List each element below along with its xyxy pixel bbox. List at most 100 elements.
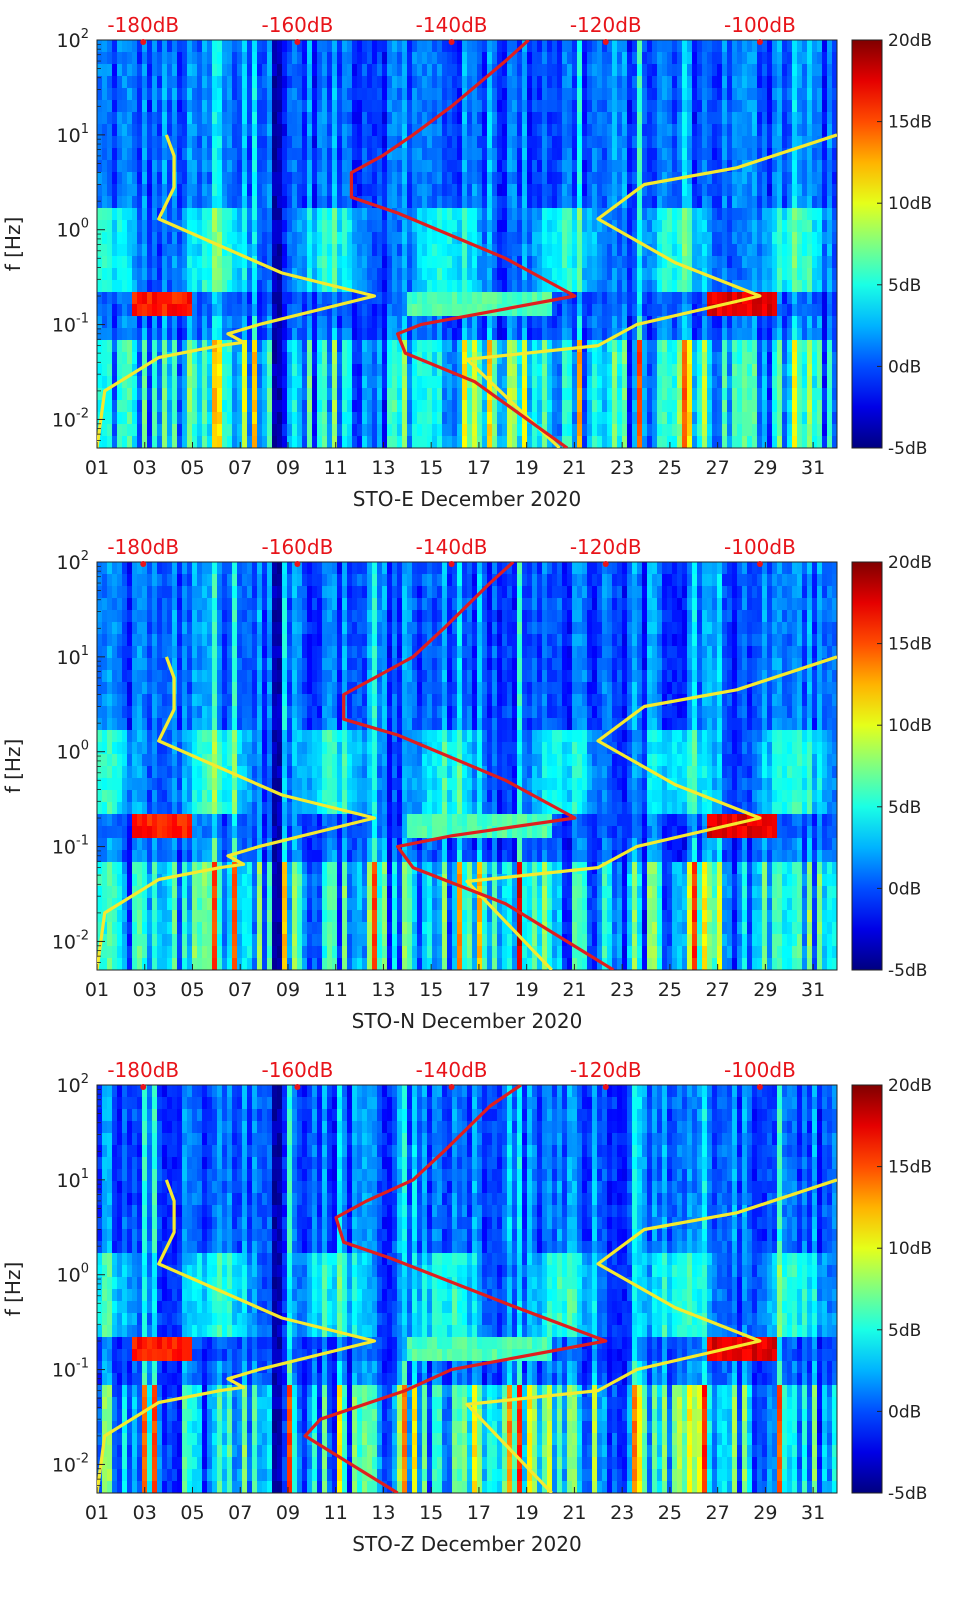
plot-frame <box>96 39 838 449</box>
x-tick-label: 25 <box>658 979 682 1001</box>
top-tick-dot <box>602 1084 609 1090</box>
yellow-noise-curve-2 <box>465 1178 837 1493</box>
yellow-noise-curve-1 <box>97 134 377 448</box>
x-tick-label: 27 <box>706 1502 730 1524</box>
x-tick-label: 03 <box>133 1502 157 1524</box>
y-tick-label: 102 <box>57 27 89 52</box>
top-tick-dot <box>140 561 147 567</box>
colorbar-tick-label: 10dB <box>888 194 932 214</box>
top-tick-dot <box>294 561 301 567</box>
top-db-tick-label: -160dB <box>262 1058 334 1082</box>
x-tick-label: 19 <box>515 457 539 479</box>
top-tick-dot <box>756 561 763 567</box>
x-tick-label: 31 <box>801 1502 825 1524</box>
top-db-tick-label: -140dB <box>416 535 488 559</box>
red-noise-curve-3 <box>303 1085 608 1493</box>
top-db-tick-label: -180dB <box>107 1058 179 1082</box>
colorbar-tick-label: 20dB <box>888 31 932 51</box>
x-tick-label: 17 <box>467 1502 491 1524</box>
yellow-noise-curve-1 <box>97 1179 377 1493</box>
x-tick-label: 03 <box>133 979 157 1001</box>
colorbar-tick-label: 15dB <box>888 113 932 133</box>
y-axis-label: f [Hz] <box>1 739 25 794</box>
y-tick-label: 10-2 <box>52 1451 89 1476</box>
x-tick-label: 27 <box>706 457 730 479</box>
x-tick-label: 03 <box>133 457 157 479</box>
x-tick-label: 21 <box>562 457 586 479</box>
x-tick-label: 31 <box>801 457 825 479</box>
red-noise-curve-3 <box>349 40 577 448</box>
top-tick-dot <box>448 39 455 45</box>
y-tick-label: 10-1 <box>52 1357 89 1382</box>
y-tick-label: 102 <box>57 1072 89 1097</box>
x-tick-label: 07 <box>228 457 252 479</box>
x-tick-label: 01 <box>85 979 109 1001</box>
colorbar-tick-label: 10dB <box>888 1239 932 1259</box>
y-tick-label: 10-2 <box>52 928 89 953</box>
spectrogram-heatmap <box>97 562 837 970</box>
y-tick-label: 100 <box>57 1262 89 1287</box>
x-tick-label: 09 <box>276 1502 300 1524</box>
x-tick-label: 21 <box>562 979 586 1001</box>
y-tick-label: 10-2 <box>52 406 89 431</box>
x-tick-label: 25 <box>658 457 682 479</box>
plot-frame <box>96 1084 838 1494</box>
colorbar-tick-label: 0dB <box>888 357 921 377</box>
x-tick-label: 09 <box>276 457 300 479</box>
spectrogram-panel-3: 01 03 05 07 09 11 13 15 17 19 21 23 25 27 29 31 STO-Z De… <box>1 1058 932 1556</box>
y-tick-label: 101 <box>57 122 89 147</box>
top-tick-dot <box>448 561 455 567</box>
y-axis-label: f [Hz] <box>1 1262 25 1317</box>
x-axis-label: STO-Z December 2020 <box>352 1532 581 1556</box>
colorbar: -5dB 0dB 5dB 10dB 15dB 20dB <box>851 31 932 459</box>
y-tick-label: 101 <box>57 1167 89 1192</box>
x-tick-label: 27 <box>706 979 730 1001</box>
x-tick-label: 29 <box>753 457 777 479</box>
x-tick-label: 17 <box>467 979 491 1001</box>
spectrogram-panel-2: 01 03 05 07 09 11 13 15 17 19 21 23 25 27 29 31 STO-N De… <box>1 535 932 1033</box>
x-tick-label: 19 <box>515 1502 539 1524</box>
red-noise-curve-3 <box>342 562 615 970</box>
top-tick-dot <box>756 1084 763 1090</box>
colorbar-tick-label: -5dB <box>888 1484 927 1504</box>
colorbar-tick-label: 5dB <box>888 1321 921 1341</box>
x-tick-label: 23 <box>610 979 634 1001</box>
x-tick-label: 05 <box>180 457 204 479</box>
colorbar-tick-label: 5dB <box>888 276 921 296</box>
colorbar-gradient <box>851 1084 883 1494</box>
colorbar: -5dB 0dB 5dB 10dB 15dB 20dB <box>851 553 932 981</box>
x-tick-label: 29 <box>753 1502 777 1524</box>
x-tick-label: 25 <box>658 1502 682 1524</box>
colorbar-tick-label: 0dB <box>888 1402 921 1422</box>
x-tick-label: 19 <box>515 979 539 1001</box>
x-tick-label: 13 <box>371 1502 395 1524</box>
y-tick-label: 10-1 <box>52 312 89 337</box>
colorbar-tick-label: 15dB <box>888 1158 932 1178</box>
y-axis-label: f [Hz] <box>1 217 25 272</box>
x-tick-label: 13 <box>371 457 395 479</box>
top-db-tick-label: -100dB <box>724 13 796 37</box>
x-tick-label: 15 <box>419 457 443 479</box>
top-tick-dot <box>602 39 609 45</box>
x-tick-label: 07 <box>228 1502 252 1524</box>
top-db-tick-label: -140dB <box>416 1058 488 1082</box>
colorbar-tick-label: 0dB <box>888 879 921 899</box>
x-tick-label: 05 <box>180 979 204 1001</box>
x-tick-label: 01 <box>85 457 109 479</box>
colorbar-gradient <box>851 561 883 971</box>
x-tick-label: 23 <box>610 457 634 479</box>
yellow-noise-curve-2 <box>465 655 837 970</box>
colorbar-tick-label: -5dB <box>888 961 927 981</box>
x-tick-label: 01 <box>85 1502 109 1524</box>
x-tick-label: 15 <box>419 1502 443 1524</box>
y-tick-label: 10-1 <box>52 834 89 859</box>
colorbar-tick-label: -5dB <box>888 439 927 459</box>
x-tick-label: 31 <box>801 979 825 1001</box>
colorbar-tick-label: 15dB <box>888 635 932 655</box>
colorbar-tick-label: 20dB <box>888 1076 932 1096</box>
x-tick-label: 07 <box>228 979 252 1001</box>
x-tick-label: 29 <box>753 979 777 1001</box>
x-axis-label: STO-N December 2020 <box>352 1009 583 1033</box>
spectrogram-heatmap <box>97 40 837 448</box>
